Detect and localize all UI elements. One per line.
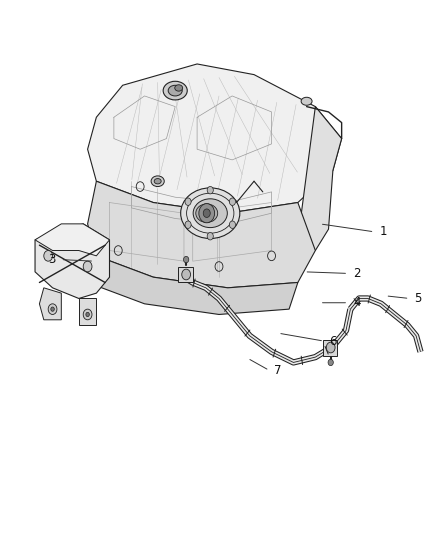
Polygon shape xyxy=(323,340,337,356)
Circle shape xyxy=(185,198,191,205)
Ellipse shape xyxy=(193,199,227,228)
Ellipse shape xyxy=(175,85,183,91)
Circle shape xyxy=(207,232,213,240)
PathPatch shape xyxy=(88,256,298,314)
Ellipse shape xyxy=(154,179,161,184)
Circle shape xyxy=(182,269,191,280)
Ellipse shape xyxy=(180,188,240,239)
Circle shape xyxy=(326,342,335,353)
Circle shape xyxy=(207,187,213,194)
Circle shape xyxy=(203,209,210,217)
Text: 7: 7 xyxy=(274,364,282,377)
Circle shape xyxy=(44,251,53,261)
Circle shape xyxy=(83,261,92,272)
Ellipse shape xyxy=(168,85,182,96)
Text: 6: 6 xyxy=(329,335,337,348)
Circle shape xyxy=(230,198,236,205)
Ellipse shape xyxy=(196,204,218,223)
Circle shape xyxy=(185,221,191,229)
Ellipse shape xyxy=(301,97,312,106)
Text: 2: 2 xyxy=(353,267,361,280)
Polygon shape xyxy=(39,288,61,320)
Polygon shape xyxy=(178,266,193,282)
Text: 3: 3 xyxy=(48,253,55,266)
Circle shape xyxy=(199,204,215,223)
Text: 1: 1 xyxy=(379,225,387,238)
Polygon shape xyxy=(35,224,110,256)
Polygon shape xyxy=(79,298,96,325)
Ellipse shape xyxy=(163,82,187,100)
Circle shape xyxy=(86,312,89,317)
PathPatch shape xyxy=(298,107,342,251)
Circle shape xyxy=(230,221,236,229)
Circle shape xyxy=(48,304,57,314)
Circle shape xyxy=(51,307,54,311)
Polygon shape xyxy=(35,224,110,298)
PathPatch shape xyxy=(88,64,342,213)
Text: 5: 5 xyxy=(415,292,422,305)
Text: 4: 4 xyxy=(353,296,361,309)
PathPatch shape xyxy=(88,181,315,288)
Circle shape xyxy=(83,309,92,320)
Ellipse shape xyxy=(151,176,164,187)
Circle shape xyxy=(328,359,333,366)
Circle shape xyxy=(184,256,189,263)
